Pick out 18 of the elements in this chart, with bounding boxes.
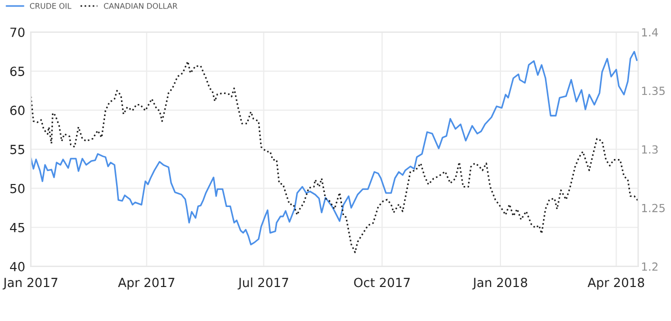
y-tick-label: 70 <box>10 28 24 38</box>
y-tick-label: 50 <box>10 184 24 194</box>
y2-tick-label: 1.4 <box>642 28 658 36</box>
y-tick-label: 45 <box>10 223 24 232</box>
x-tick-label: Jul 2017 <box>238 278 288 290</box>
y2-tick-label: 1.2 <box>642 262 658 271</box>
x-tick-label: Oct 2017 <box>354 278 410 288</box>
x-tick-label: Apr 2017 <box>118 278 174 290</box>
x-tick-label: Jan 2018 <box>472 278 528 290</box>
y2-tick-label: 1.35 <box>642 86 665 96</box>
y2-tick-label: 1.25 <box>642 204 665 212</box>
y-tick-label: 40 <box>10 262 24 272</box>
y-tick-label: 60 <box>10 106 24 116</box>
x-tick-label: Jan 2017 <box>2 278 58 290</box>
x-tick-label: Apr 2018 <box>588 278 644 290</box>
y2-tick-label: 1.3 <box>642 145 658 154</box>
y-tick-label: 55 <box>10 144 24 154</box>
y-tick-label: 65 <box>10 66 24 76</box>
